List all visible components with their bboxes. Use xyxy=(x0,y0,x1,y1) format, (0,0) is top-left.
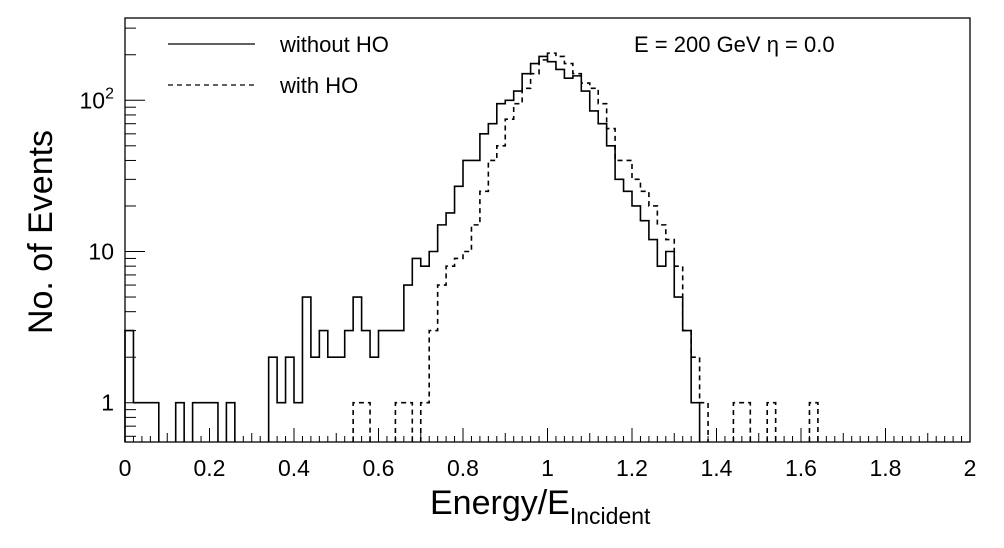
x-tick-label: 1.2 xyxy=(616,455,648,481)
y-tick-label: 1 xyxy=(101,390,114,416)
x-axis-title-subscript: Incident xyxy=(570,503,651,529)
x-tick-label: 1.4 xyxy=(701,455,733,481)
series-layer xyxy=(124,52,819,442)
series-without-ho-histogram xyxy=(124,55,701,442)
x-tick-label: 0.6 xyxy=(363,455,395,481)
legend: without HO with HO xyxy=(168,32,389,98)
x-axis-title: Energy/EIncident xyxy=(430,484,651,529)
y-tick-label: 102 xyxy=(80,85,115,113)
x-tick-label: 0.2 xyxy=(194,455,226,481)
x-tick-label: 1.6 xyxy=(785,455,817,481)
x-tick-label: 0 xyxy=(119,455,132,481)
x-tick-label: 0.8 xyxy=(447,455,479,481)
y-tick-label: 10 xyxy=(88,239,114,265)
x-axis-title-main: Energy/E xyxy=(430,484,570,522)
legend-label-without-ho: without HO xyxy=(279,32,389,57)
x-tick-label: 1.8 xyxy=(870,455,902,481)
y-tick-label-exponent: 2 xyxy=(105,85,114,102)
tick-labels: 0 0.2 0.4 0.6 0.8 1 1.2 1.4 1.6 1.8 2 1 10 102 xyxy=(80,85,977,481)
x-tick-label: 1 xyxy=(541,455,554,481)
legend-label-with-ho: with HO xyxy=(279,73,358,98)
x-tick-label: 2 xyxy=(964,455,977,481)
x-tick-label: 0.4 xyxy=(278,455,310,481)
series-with-ho-histogram xyxy=(352,52,819,442)
energy-eta-annotation: E = 200 GeV η = 0.0 xyxy=(634,32,835,57)
axis-ticks xyxy=(124,27,971,442)
plot-frame xyxy=(124,17,971,443)
y-axis-title: No. of Events xyxy=(22,130,60,334)
